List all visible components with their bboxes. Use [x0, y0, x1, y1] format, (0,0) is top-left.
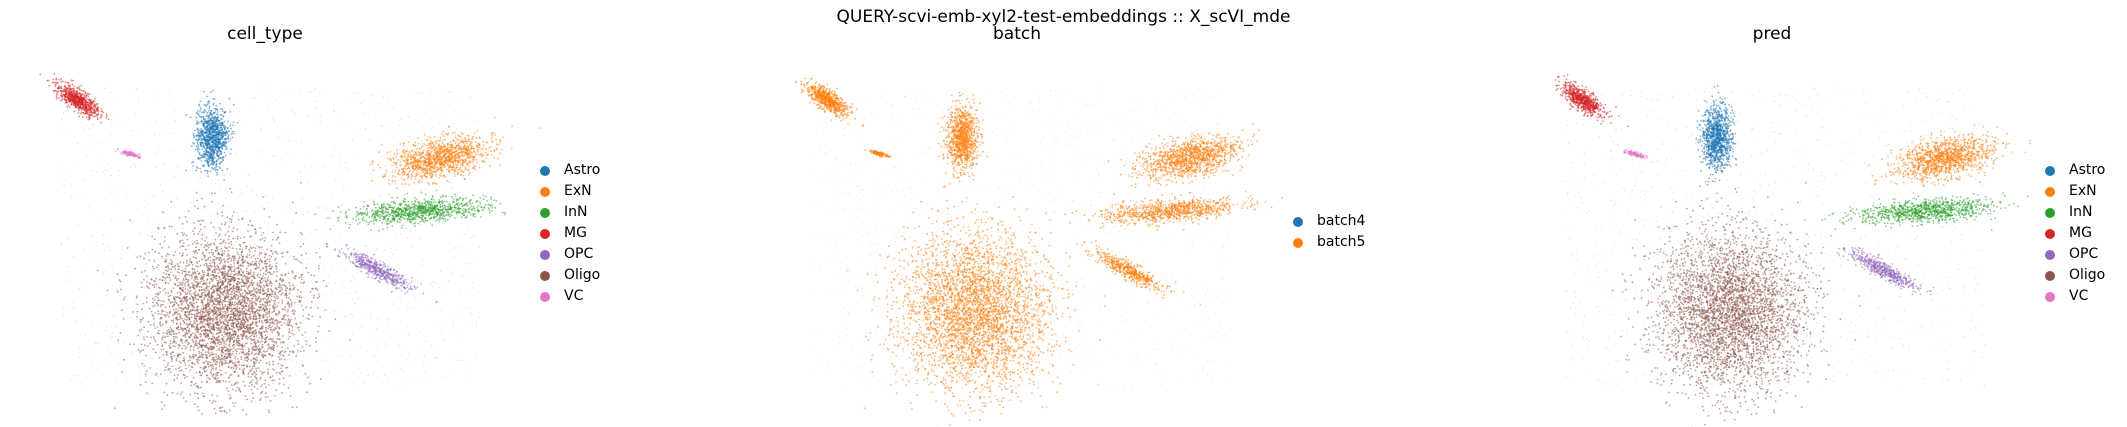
legend-label: InN — [564, 202, 587, 223]
panel-title-cell-type: cell_type — [200, 23, 330, 45]
legend-label: batch5 — [1317, 232, 1365, 253]
legend-item-mg: MG — [540, 223, 600, 244]
point-cloud — [795, 77, 1283, 427]
legend-label: ExN — [2069, 181, 2097, 202]
panel-title-pred: pred — [1707, 23, 1837, 45]
legend-marker — [540, 228, 550, 239]
legend-marker — [540, 186, 550, 197]
scatter-plot-cell-type — [39, 73, 541, 416]
legend-label: ExN — [564, 181, 592, 202]
legend-label: OPC — [564, 244, 593, 265]
legend-label: batch4 — [1317, 211, 1365, 232]
legend-marker — [1293, 216, 1303, 227]
legend-label: VC — [2069, 286, 2088, 307]
legend-marker — [1293, 237, 1303, 248]
legend-label: MG — [2069, 223, 2092, 244]
legend-label: InN — [2069, 202, 2092, 223]
legend-item-mg: MG — [2045, 223, 2105, 244]
legend-label: Oligo — [2069, 265, 2105, 286]
panel-title-batch: batch — [952, 23, 1082, 45]
legend-item-astro: Astro — [540, 160, 600, 181]
legend-marker — [2045, 270, 2055, 281]
legend-label: OPC — [2069, 244, 2098, 265]
legend-marker — [540, 270, 550, 281]
scatter-plot-batch — [795, 77, 1283, 427]
legend-item-oligo: Oligo — [540, 265, 600, 286]
legend-item-opc: OPC — [2045, 244, 2105, 265]
legend-marker — [540, 291, 550, 302]
legend-marker — [540, 249, 550, 260]
legend-marker — [2045, 291, 2055, 302]
legend-item-inn: InN — [540, 202, 600, 223]
legend-marker — [2045, 249, 2055, 260]
legend-item-batch4: batch4 — [1293, 211, 1365, 232]
legend-item-exn: ExN — [2045, 181, 2105, 202]
legend-pred: Astro ExN InN MG OPC Oligo VC — [2045, 160, 2105, 307]
legend-label: VC — [564, 286, 583, 307]
legend-marker — [2045, 165, 2055, 176]
legend-item-vc: VC — [2045, 286, 2105, 307]
legend-item-vc: VC — [540, 286, 600, 307]
legend-batch: batch4 batch5 — [1293, 211, 1365, 253]
legend-item-inn: InN — [2045, 202, 2105, 223]
legend-item-exn: ExN — [540, 181, 600, 202]
legend-marker — [2045, 207, 2055, 218]
legend-label: Astro — [2069, 160, 2105, 181]
point-cloud — [1554, 73, 2031, 427]
legend-item-opc: OPC — [540, 244, 600, 265]
legend-cell-type: Astro ExN InN MG OPC Oligo VC — [540, 160, 600, 307]
legend-marker — [540, 165, 550, 176]
legend-label: MG — [564, 223, 587, 244]
legend-marker — [540, 207, 550, 218]
point-cloud — [39, 73, 541, 416]
legend-label: Astro — [564, 160, 600, 181]
figure-suptitle: QUERY-scvi-emb-xyl2-test-embeddings :: X… — [0, 6, 2127, 28]
legend-marker — [2045, 228, 2055, 239]
legend-label: Oligo — [564, 265, 600, 286]
legend-item-oligo: Oligo — [2045, 265, 2105, 286]
scatter-plot-pred — [1554, 73, 2031, 427]
legend-item-batch5: batch5 — [1293, 232, 1365, 253]
legend-item-astro: Astro — [2045, 160, 2105, 181]
legend-marker — [2045, 186, 2055, 197]
